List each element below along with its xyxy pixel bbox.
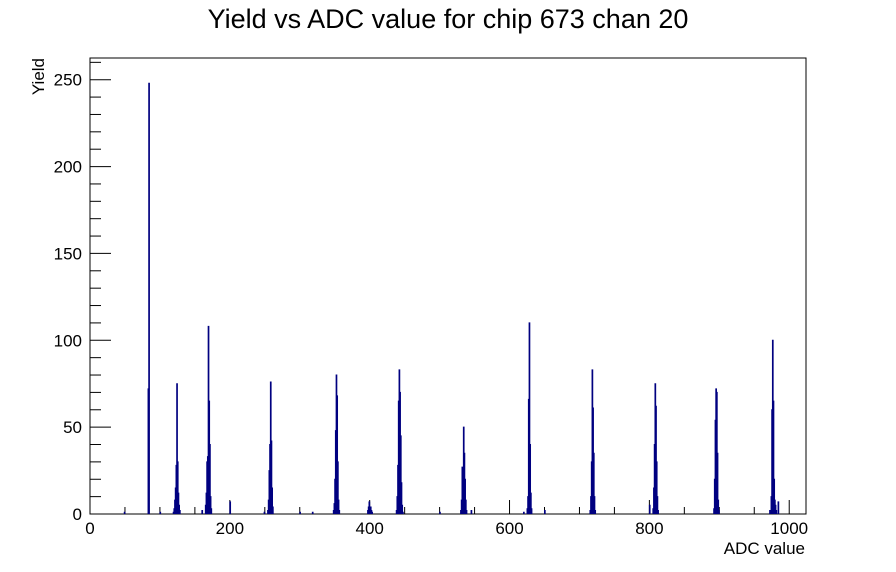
histogram-bin [464,478,466,514]
y-tick-label: 100 [54,331,82,350]
x-tick-label: 400 [356,519,384,538]
histogram-bin [371,511,373,514]
x-axis-label: ADC value [724,539,805,558]
x-tick-label: 600 [495,519,523,538]
histogram-bin [177,492,180,514]
chart-title: Yield vs ADC value for chip 673 chan 20 [208,4,689,34]
histogram-bin [311,511,314,514]
histogram-bin [655,405,657,514]
histogram-bin [176,383,178,514]
histogram-bin [176,461,179,514]
y-tick-label: 250 [54,71,82,90]
axis-ticks [89,61,790,515]
histogram-bin [271,487,273,514]
histogram-bin [229,501,232,514]
histogram-bin [464,499,467,514]
histogram-bin [399,435,402,514]
histogram-bin [716,452,719,514]
histogram-bin [470,510,473,514]
histogram-bin [594,510,597,514]
histogram-bin [543,510,546,514]
histogram-bin [179,510,181,514]
histogram-bin [209,496,212,514]
histogram-bin [769,510,771,514]
histogram-bin [337,499,340,514]
histogram-bin [523,511,525,514]
histogram-bin [530,508,533,514]
histogram-bin [337,461,339,514]
histogram-bin [439,511,441,514]
x-tick-label: 1000 [770,519,808,538]
histogram-bin [465,510,468,514]
histogram-bin [528,322,531,514]
x-tick-label: 0 [85,519,94,538]
histogram-bin [775,510,778,514]
histogram-bin [530,492,532,514]
y-tick-label: 150 [54,244,82,263]
histogram-bin [338,510,341,514]
histogram-bin [773,478,776,514]
tick-labels: 0 200 400 600 800 1000 0 50 100 150 200 250 [54,71,809,538]
histogram-bin [368,501,371,514]
histogram-bin [270,440,273,514]
histogram-bin [648,504,651,514]
y-tick-label: 200 [54,158,82,177]
histogram-bin [592,452,595,514]
histogram-bin [148,82,150,514]
x-tick-label: 800 [635,519,663,538]
histogram-bin [777,501,780,514]
histogram-bin [402,511,404,514]
plot-frame [89,57,807,515]
y-tick-label: 50 [63,418,82,437]
histogram-bin [774,504,777,514]
histogram-bin [657,510,659,514]
histogram-bin [529,444,532,514]
histogram-bin [655,461,658,514]
histogram-bin [209,444,211,514]
y-axis-label: Yield [29,58,48,95]
histogram-bin [717,499,720,514]
histogram-bin [263,511,266,514]
histogram-bin [593,496,596,514]
histogram-bin [718,510,720,514]
histogram-bin [299,511,301,514]
histogram-bin [159,511,162,514]
histogram-bin [400,482,403,514]
histogram-bin [178,504,180,514]
histogram-bin [772,400,775,514]
x-tick-label: 200 [216,519,244,538]
histogram-bin [201,510,204,514]
histogram-bin [123,511,126,514]
histogram-bin [656,496,659,514]
histogram-bins [123,82,780,514]
histogram-bin [272,506,274,514]
histogram-bin [210,508,213,514]
histogram-bin [401,504,404,514]
histogram-bin [336,395,339,514]
y-tick-label: 0 [73,505,82,524]
